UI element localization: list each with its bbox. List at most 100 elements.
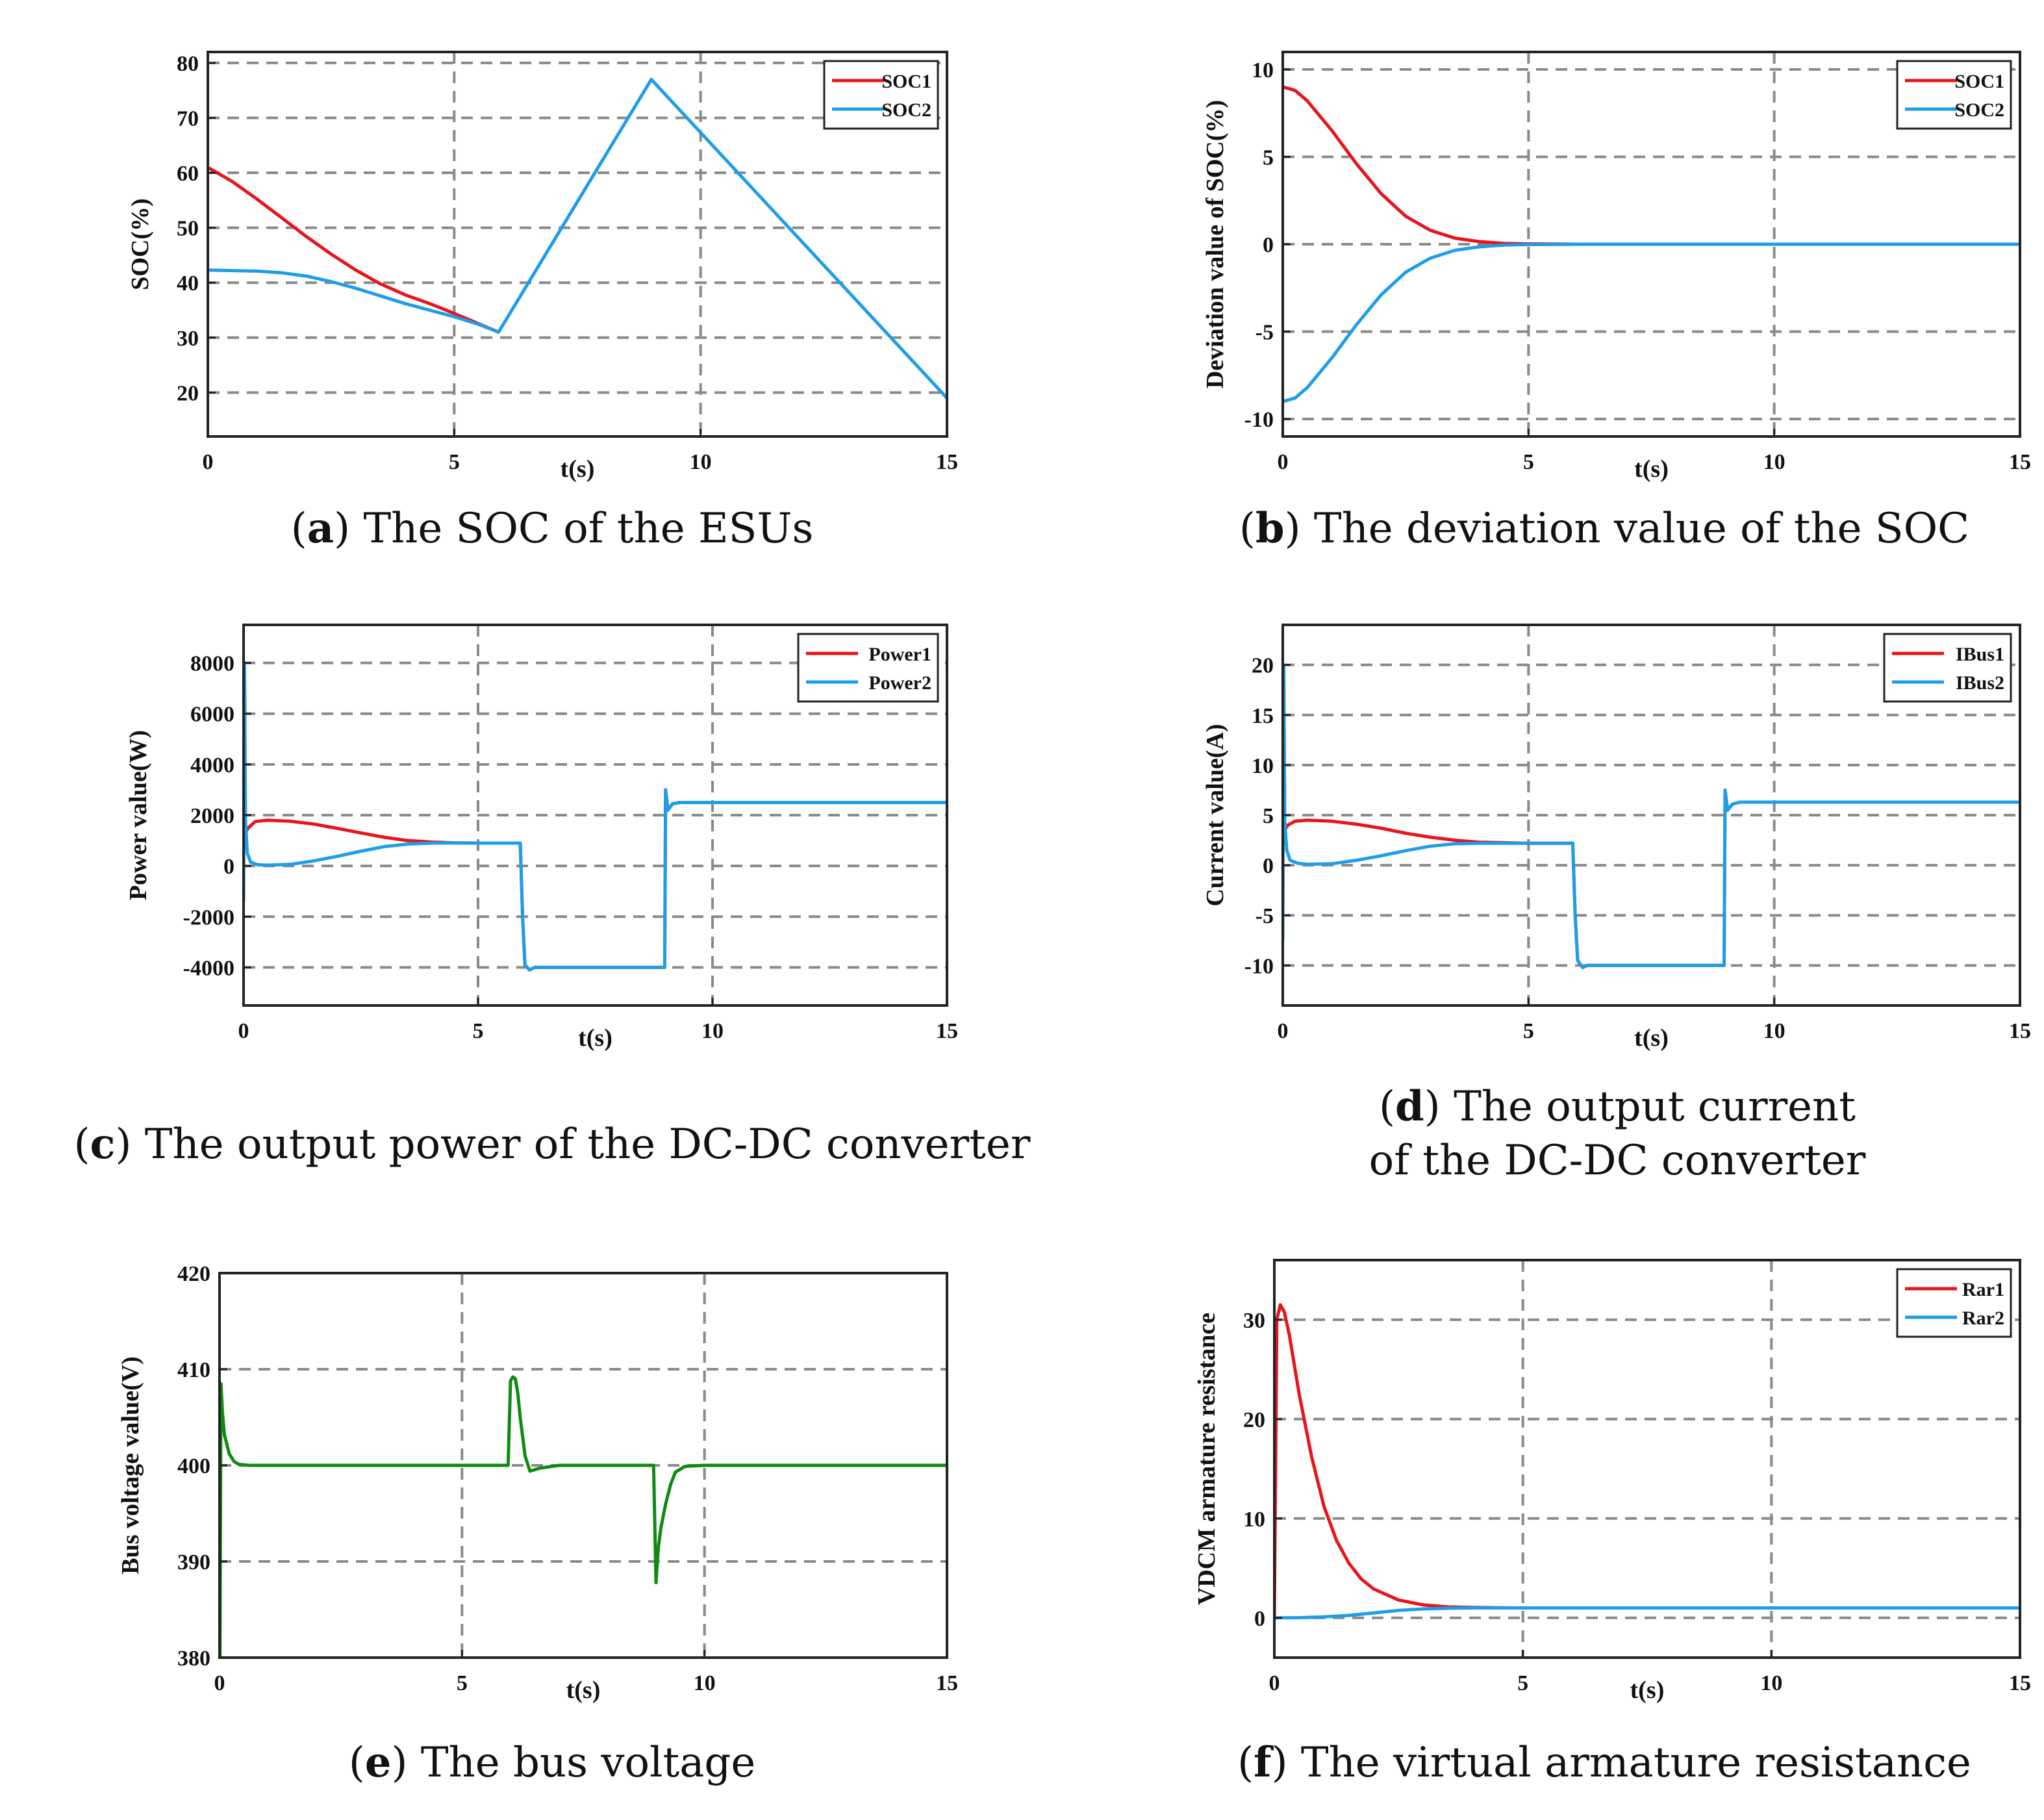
y-tick-label: -5 bbox=[1255, 321, 1274, 345]
y-tick-label: 50 bbox=[177, 217, 199, 241]
x-tick-label: 15 bbox=[2009, 1019, 2031, 1043]
x-axis-label: t(s) bbox=[561, 455, 595, 483]
legend-box bbox=[1883, 633, 2012, 703]
y-tick-label: 2000 bbox=[190, 804, 234, 828]
legend: SOC1 SOC2 bbox=[823, 60, 939, 130]
plot-frame bbox=[207, 51, 948, 438]
y-tick-label: 400 bbox=[177, 1454, 210, 1478]
legend-label-power1: Power1 bbox=[868, 644, 931, 665]
x-axis-label: t(s) bbox=[566, 1676, 601, 1704]
x-tick-label: 0 bbox=[1278, 450, 1289, 474]
y-tick-label: 60 bbox=[177, 162, 199, 186]
y-tick-label: 20 bbox=[177, 381, 199, 405]
caption-f: (f) The virtual armature resistance bbox=[1237, 1738, 1971, 1787]
series-line-soc2 bbox=[1283, 242, 2020, 403]
legend: SOC1 SOC2 bbox=[1896, 60, 2012, 130]
legend-label-soc1: SOC1 bbox=[1954, 71, 2004, 92]
series-line-rar1 bbox=[1274, 1303, 2020, 1618]
legend-box bbox=[1896, 60, 2012, 130]
x-tick-label: 0 bbox=[214, 1671, 225, 1695]
y-tick-label: 0 bbox=[223, 855, 234, 879]
x-axis-label: t(s) bbox=[1634, 1024, 1669, 1052]
x-tick-label: 5 bbox=[473, 1019, 484, 1043]
y-tick-label: 410 bbox=[177, 1358, 210, 1382]
y-tick-label: 30 bbox=[177, 327, 199, 351]
caption-e: (e) The bus voltage bbox=[348, 1738, 756, 1787]
y-tick-label: 40 bbox=[177, 272, 199, 296]
y-tick-label: 20 bbox=[1243, 1408, 1265, 1432]
y-axis-label: Bus voltage value(V) bbox=[117, 1356, 144, 1574]
x-tick-label: 0 bbox=[203, 450, 214, 474]
chart-d: 0 5 10 15 -10 -5 0 5 10 15 20 t(s) Current value(A) I… bbox=[1202, 624, 2031, 1052]
legend-label-soc2: SOC2 bbox=[1954, 99, 2004, 121]
y-tick-label: 420 bbox=[177, 1262, 210, 1286]
x-tick-label: 0 bbox=[1269, 1671, 1280, 1695]
series-line-soc1 bbox=[208, 166, 499, 334]
x-axis-label: t(s) bbox=[1630, 1676, 1665, 1704]
plot-frame bbox=[1273, 1259, 2021, 1659]
x-tick-label: 5 bbox=[449, 450, 460, 474]
y-tick-label: 0 bbox=[1263, 854, 1274, 878]
x-tick-label: 10 bbox=[701, 1019, 724, 1043]
x-tick-label: 10 bbox=[1763, 1019, 1785, 1043]
x-tick-label: 0 bbox=[1278, 1019, 1289, 1043]
y-tick-label: 8000 bbox=[190, 652, 234, 676]
x-tick-label: 5 bbox=[1517, 1671, 1528, 1695]
y-tick-label: 80 bbox=[177, 52, 199, 76]
y-tick-label: 20 bbox=[1252, 654, 1274, 678]
chart-e: 0 5 10 15 380 390 400 410 420 t(s) Bus voltage val… bbox=[117, 1262, 958, 1704]
legend: Rar1 Rar2 bbox=[1896, 1268, 2012, 1338]
y-tick-label: 0 bbox=[1263, 233, 1274, 257]
y-tick-label: 30 bbox=[1243, 1309, 1265, 1333]
x-axis-label: t(s) bbox=[1634, 455, 1669, 483]
y-tick-label: -2000 bbox=[183, 905, 234, 929]
legend-box bbox=[797, 633, 939, 703]
legend-label-soc2: SOC2 bbox=[881, 99, 931, 121]
x-tick-label: 15 bbox=[2009, 1671, 2031, 1695]
y-tick-label: 380 bbox=[177, 1647, 210, 1671]
chart-a: 0 5 10 15 20 30 40 50 60 70 80 t(s) SOC(%) SOC1 SOC2 bbox=[127, 51, 958, 483]
caption-a: (a) The SOC of the ESUs bbox=[290, 504, 814, 553]
x-tick-label: 10 bbox=[1763, 450, 1785, 474]
y-tick-label: 10 bbox=[1243, 1508, 1265, 1532]
legend-label-ibus1: IBus1 bbox=[1956, 644, 2004, 665]
x-tick-label: 15 bbox=[2009, 450, 2031, 474]
legend-box bbox=[1896, 1268, 2012, 1338]
caption-d: (d) The output current of the DC-DC conve… bbox=[1369, 1082, 1866, 1185]
legend: Power1 Power2 bbox=[797, 633, 939, 703]
x-tick-label: 5 bbox=[1523, 450, 1534, 474]
legend-label-rar1: Rar1 bbox=[1962, 1279, 2004, 1300]
y-tick-label: 6000 bbox=[190, 703, 234, 727]
legend-box bbox=[823, 60, 939, 130]
series-line-rar2 bbox=[1274, 1606, 2020, 1620]
y-tick-label: 70 bbox=[177, 107, 199, 131]
x-tick-label: 15 bbox=[936, 450, 958, 474]
series-line-vbus bbox=[220, 1375, 947, 1658]
y-tick-label: -10 bbox=[1244, 954, 1274, 978]
y-axis-label: VDCM armature resistance bbox=[1193, 1313, 1220, 1605]
x-tick-label: 5 bbox=[457, 1671, 468, 1695]
x-tick-label: 10 bbox=[690, 450, 712, 474]
x-tick-label: 10 bbox=[1760, 1671, 1782, 1695]
legend-label-ibus2: IBus2 bbox=[1956, 672, 2004, 694]
y-axis-label: Power value(W) bbox=[125, 730, 152, 900]
x-tick-label: 5 bbox=[1523, 1019, 1534, 1043]
y-tick-label: 10 bbox=[1252, 58, 1274, 82]
y-axis-label: Deviation value of SOC(%) bbox=[1202, 100, 1229, 388]
series-line-soc2 bbox=[208, 77, 947, 399]
chart-c: 0 5 10 15 -4000 -2000 0 2000 4000 6000 8000 t(s) Pow… bbox=[125, 624, 958, 1052]
y-tick-label: 4000 bbox=[190, 753, 234, 777]
x-axis-label: t(s) bbox=[578, 1024, 612, 1052]
y-tick-label: 5 bbox=[1263, 145, 1274, 170]
legend-label-soc1: SOC1 bbox=[881, 71, 931, 92]
y-tick-label: -4000 bbox=[183, 956, 234, 980]
legend: IBus1 IBus2 bbox=[1883, 633, 2012, 703]
y-tick-label: 10 bbox=[1252, 754, 1274, 778]
x-tick-label: 15 bbox=[936, 1019, 958, 1043]
legend-label-power2: Power2 bbox=[868, 672, 931, 694]
chart-f: 0 5 10 15 0 10 20 30 t(s) VDCM armature resistanc… bbox=[1193, 1259, 2031, 1704]
y-tick-label: 5 bbox=[1263, 804, 1274, 828]
caption-c: (c) The output power of the DC-DC conver… bbox=[73, 1120, 1031, 1169]
caption-b: (b) The deviation value of the SOC bbox=[1239, 504, 1970, 553]
x-tick-label: 0 bbox=[238, 1019, 249, 1043]
